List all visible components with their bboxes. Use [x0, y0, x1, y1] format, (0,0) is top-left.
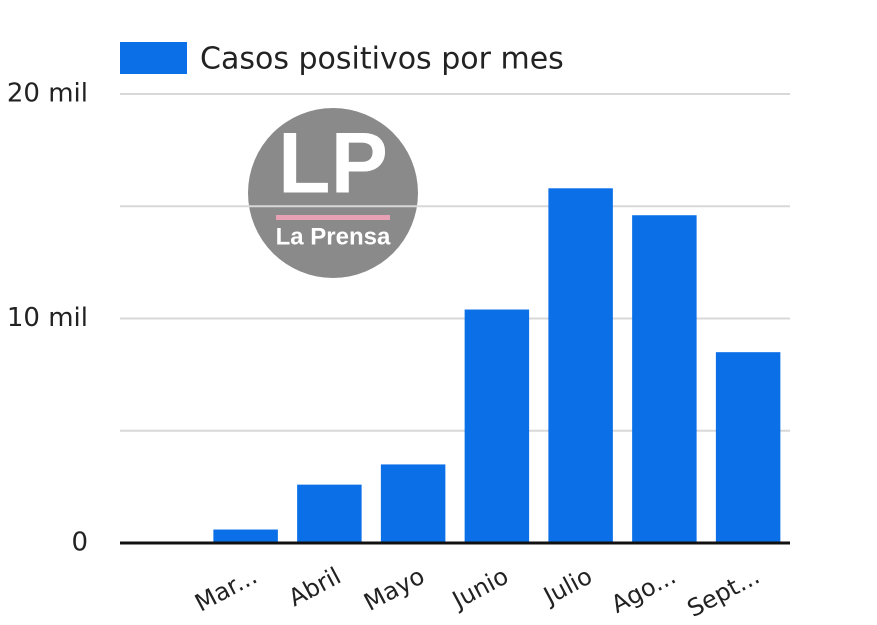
logo-circle — [248, 108, 418, 278]
bar — [715, 352, 781, 543]
y-tick-label: 10 mil — [7, 303, 88, 333]
bar — [548, 188, 613, 544]
bar — [632, 215, 697, 544]
logo-stripe — [276, 215, 390, 220]
x-tick-label: Sept... — [683, 562, 765, 623]
x-tick-label: Ago... — [607, 562, 681, 619]
x-tick-label: Mar... — [190, 562, 261, 618]
x-tick-label: Mayo — [359, 562, 429, 617]
x-tick-label: Julio — [537, 562, 596, 611]
logo-initials: LP — [278, 116, 388, 212]
x-tick-label: Abril — [284, 562, 346, 612]
legend-swatch — [120, 42, 187, 74]
x-tick-label: Junio — [446, 562, 513, 615]
logo: LP La Prensa — [248, 108, 418, 278]
legend-label: Casos positivos por mes — [200, 42, 564, 77]
y-tick-label: 0 — [71, 528, 88, 558]
bar — [464, 309, 530, 543]
y-tick-label: 20 mil — [7, 79, 88, 109]
logo-name: La Prensa — [276, 223, 391, 250]
bar — [380, 464, 446, 543]
bar — [213, 529, 278, 543]
bar — [297, 484, 362, 543]
